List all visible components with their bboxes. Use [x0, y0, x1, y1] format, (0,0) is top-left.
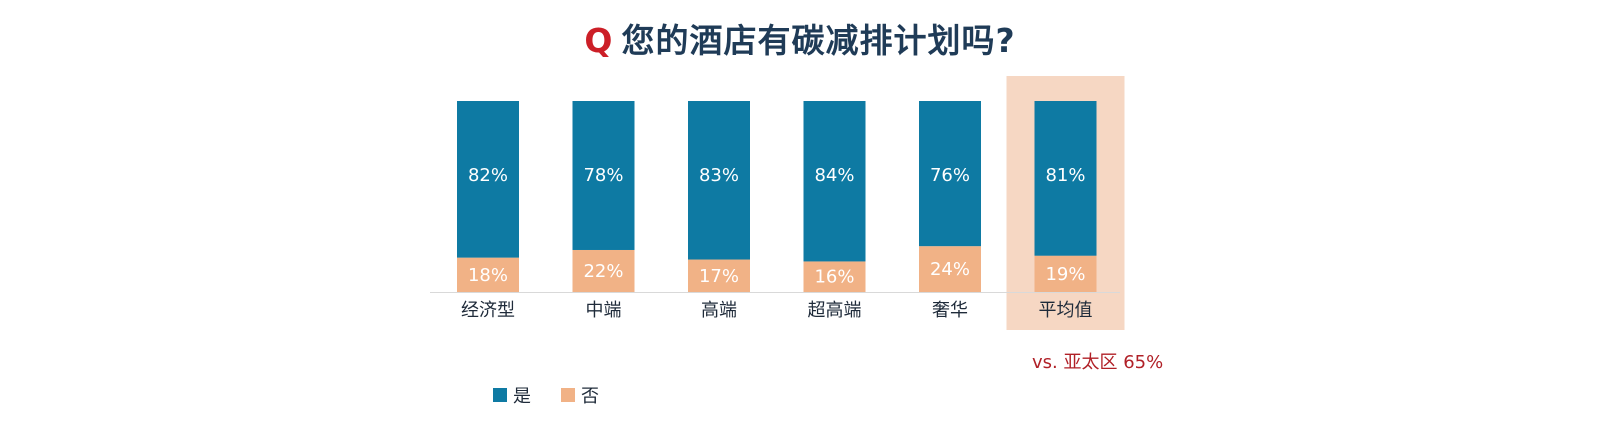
legend-swatch-yes	[493, 388, 507, 402]
bar-segment-yes	[919, 101, 981, 247]
legend-label-yes: 是	[513, 386, 531, 407]
data-label-yes: 83%	[699, 165, 739, 186]
legend: 是 否	[493, 382, 629, 408]
data-label-no: 24%	[930, 259, 970, 280]
data-label-no: 19%	[1045, 264, 1085, 285]
legend-label-no: 否	[581, 386, 599, 407]
question-mark-label: Q	[584, 21, 614, 60]
data-label-yes: 78%	[583, 165, 623, 186]
category-label: 超高端	[808, 300, 862, 321]
bar-segment-yes	[688, 101, 750, 260]
category-label: 经济型	[461, 300, 515, 321]
bar-segment-no	[1034, 255, 1097, 292]
data-label-yes: 84%	[814, 165, 854, 186]
comparison-note: vs. 亚太区 65%	[1032, 352, 1164, 373]
data-label-no: 17%	[699, 266, 739, 287]
bar-segment-no	[688, 259, 750, 292]
data-label-yes: 76%	[930, 165, 970, 186]
data-label-no: 22%	[583, 261, 623, 282]
bar-segment-no	[572, 249, 635, 292]
legend-item-yes: 是	[493, 382, 531, 408]
category-label: 高端	[701, 300, 737, 321]
legend-swatch-no	[561, 388, 575, 402]
bar-segment-no	[919, 246, 981, 292]
bar-segment-no	[457, 257, 519, 292]
category-label: 中端	[586, 300, 622, 321]
bar-segment-yes	[457, 101, 519, 258]
bar-segment-yes	[803, 101, 866, 262]
data-label-no: 16%	[814, 267, 854, 288]
category-label: 奢华	[932, 300, 968, 321]
data-label-yes: 82%	[468, 165, 508, 186]
category-label: 平均值	[1039, 300, 1093, 321]
data-label-no: 18%	[468, 265, 508, 286]
question-text: 您的酒店有碳减排计划吗?	[621, 21, 1016, 60]
bar-segment-yes	[1034, 101, 1097, 256]
legend-item-no: 否	[561, 382, 599, 408]
chart-title: Q 您的酒店有碳减排计划吗?	[0, 14, 1600, 62]
bar-segment-no	[803, 261, 866, 292]
bar-segment-yes	[572, 101, 635, 250]
data-label-yes: 81%	[1045, 165, 1085, 186]
